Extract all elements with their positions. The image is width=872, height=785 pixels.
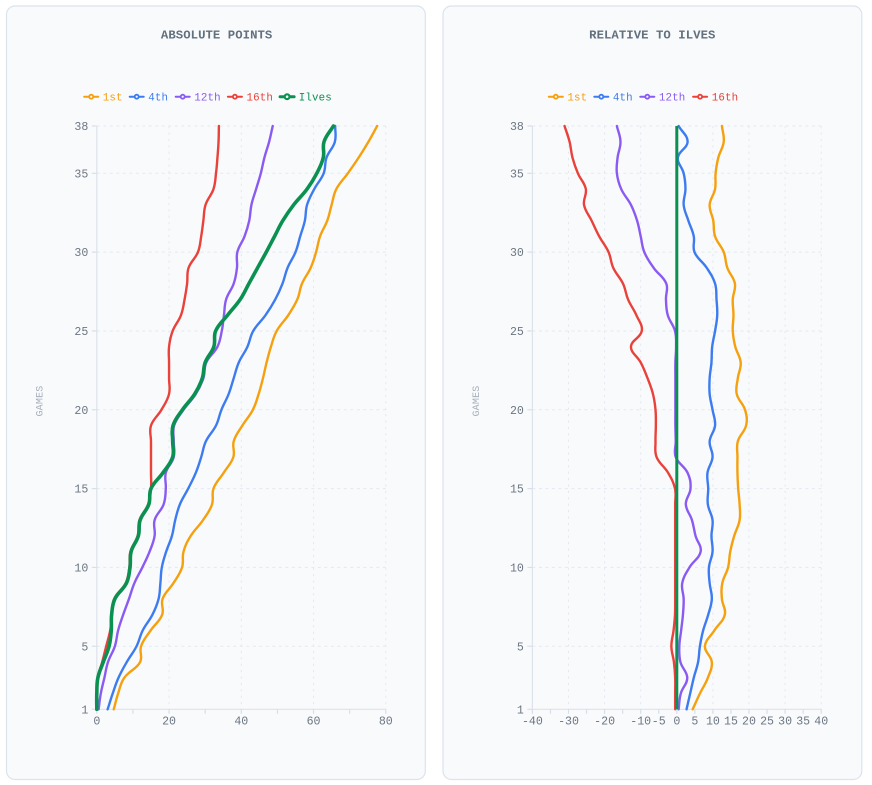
svg-text:-40: -40 [522, 715, 543, 728]
svg-text:5: 5 [691, 715, 698, 728]
svg-text:35: 35 [796, 715, 810, 728]
svg-text:15: 15 [74, 484, 88, 497]
svg-text:25: 25 [510, 326, 524, 339]
svg-text:30: 30 [510, 247, 524, 260]
svg-text:25: 25 [760, 715, 774, 728]
svg-text:30: 30 [74, 247, 88, 260]
svg-text:Ilves: Ilves [299, 92, 332, 104]
svg-text:1st: 1st [103, 92, 123, 104]
svg-text:10: 10 [74, 563, 88, 576]
svg-text:30: 30 [778, 715, 792, 728]
svg-text:10: 10 [510, 563, 524, 576]
svg-text:20: 20 [162, 715, 176, 728]
svg-text:0: 0 [93, 715, 100, 728]
svg-text:20: 20 [510, 405, 524, 418]
svg-text:10: 10 [706, 715, 720, 728]
svg-text:15: 15 [724, 715, 738, 728]
svg-text:38: 38 [510, 121, 524, 134]
svg-text:35: 35 [74, 168, 88, 181]
svg-text:16th: 16th [712, 92, 739, 104]
svg-text:40: 40 [814, 715, 828, 728]
svg-text:RELATIVE TO ILVES: RELATIVE TO ILVES [589, 28, 715, 42]
svg-text:4th: 4th [148, 92, 168, 104]
svg-text:-5: -5 [652, 715, 666, 728]
svg-text:GAMES: GAMES [472, 385, 483, 416]
svg-text:12th: 12th [194, 92, 221, 104]
svg-text:25: 25 [74, 326, 88, 339]
svg-text:1st: 1st [567, 92, 587, 104]
svg-text:4th: 4th [613, 92, 633, 104]
svg-text:0: 0 [673, 715, 680, 728]
svg-text:20: 20 [742, 715, 756, 728]
svg-text:-20: -20 [594, 715, 615, 728]
svg-text:60: 60 [307, 715, 321, 728]
svg-text:38: 38 [74, 121, 88, 134]
svg-text:35: 35 [510, 168, 524, 181]
svg-text:ABSOLUTE POINTS: ABSOLUTE POINTS [161, 28, 272, 42]
svg-text:-30: -30 [558, 715, 579, 728]
svg-text:GAMES: GAMES [35, 385, 46, 416]
svg-text:-10: -10 [630, 715, 651, 728]
svg-text:5: 5 [81, 641, 88, 654]
svg-text:12th: 12th [659, 92, 686, 104]
svg-text:15: 15 [510, 484, 524, 497]
svg-text:80: 80 [379, 715, 393, 728]
svg-text:1: 1 [81, 704, 88, 717]
svg-text:20: 20 [74, 405, 88, 418]
svg-text:16th: 16th [247, 92, 274, 104]
svg-text:5: 5 [517, 641, 524, 654]
svg-text:1: 1 [517, 704, 524, 717]
svg-text:40: 40 [234, 715, 248, 728]
